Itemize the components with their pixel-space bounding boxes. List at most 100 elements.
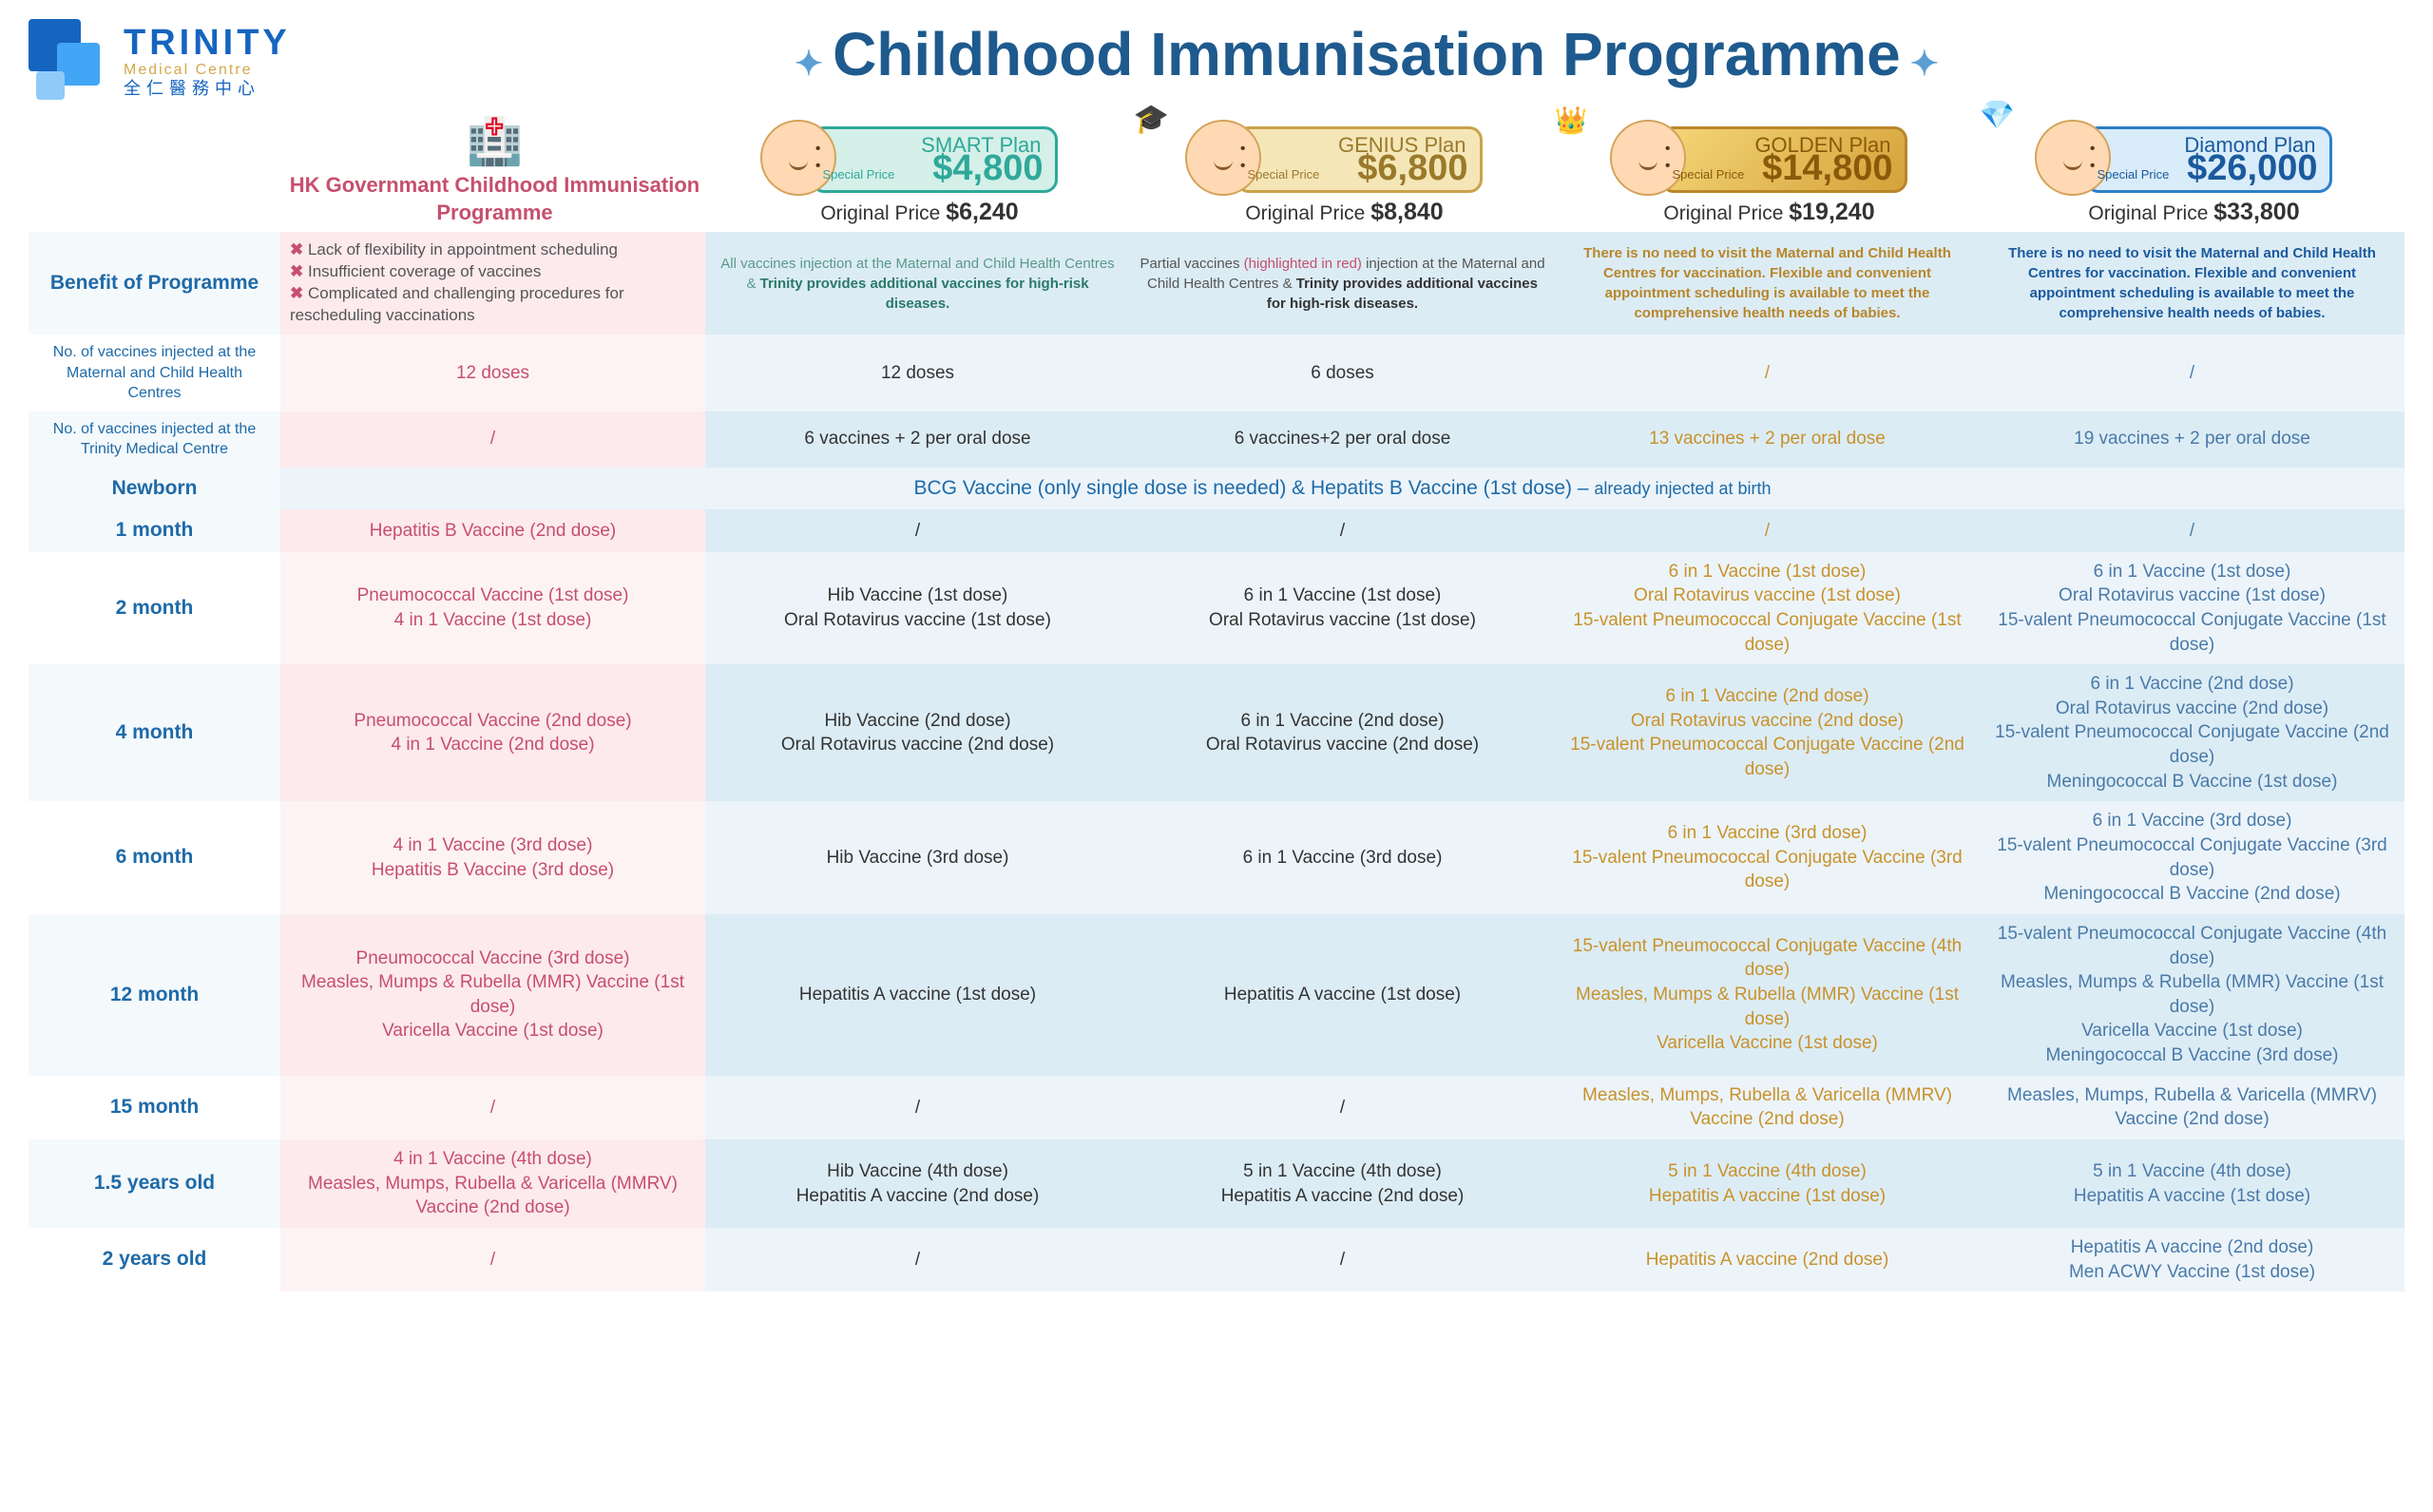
cell: 12 doses	[705, 335, 1130, 411]
row-label: 1.5 years old	[29, 1139, 280, 1228]
special-label: Special Price	[1673, 168, 1745, 181]
cell-diamond: Measles, Mumps, Rubella & Varicella (MMR…	[1980, 1076, 2404, 1139]
cell-golden: /	[1555, 509, 1980, 551]
row-label: 2 years old	[29, 1228, 280, 1292]
sparkle-icon: ✦	[795, 44, 823, 83]
row-benefit: Benefit of Programme Lack of flexibility…	[29, 232, 2404, 335]
column-genius: 🎓 GENIUS Plan Special Price $6,800 Origi…	[1134, 126, 1555, 226]
cell-smart: Hib Vaccine (4th dose)Hepatitis A vaccin…	[705, 1139, 1130, 1228]
row-label: Benefit of Programme	[29, 232, 280, 335]
row-y2: 2 years old///Hepatitis A vaccine (2nd d…	[29, 1228, 2404, 1292]
crown-icon: 👑	[1555, 105, 1588, 136]
diamond-icon: 💎	[1980, 99, 2015, 132]
cell: /	[280, 411, 705, 468]
cell-diamond: Hepatitis A vaccine (2nd dose)Men ACWY V…	[1980, 1228, 2404, 1292]
row-label: No. of vaccines injected at the Maternal…	[29, 335, 280, 411]
row-m15: 15 month///Measles, Mumps, Rubella & Var…	[29, 1076, 2404, 1139]
special-label: Special Price	[1248, 168, 1320, 181]
cell-gov: 4 in 1 Vaccine (3rd dose)Hepatitis B Vac…	[280, 801, 705, 914]
row-label: 12 month	[29, 914, 280, 1076]
cell-genius: 6 in 1 Vaccine (2nd dose)Oral Rotavirus …	[1130, 664, 1555, 801]
cell-gov: Pneumococcal Vaccine (3rd dose)Measles, …	[280, 914, 705, 1076]
cell-diamond: 15-valent Pneumococcal Conjugate Vaccine…	[1980, 914, 2404, 1076]
special-label: Special Price	[823, 168, 895, 181]
cell-smart: /	[705, 1076, 1130, 1139]
gov-title: HK Governmant Childhood Immunisation Pro…	[284, 172, 705, 226]
row-y15: 1.5 years old4 in 1 Vaccine (4th dose)Me…	[29, 1139, 2404, 1228]
benefit-item: Complicated and challenging procedures f…	[290, 283, 696, 327]
logo: TRINITY Medical Centre 全仁醫務中心	[29, 19, 291, 105]
cell-golden: 6 in 1 Vaccine (3rd dose)15-valent Pneum…	[1555, 801, 1980, 914]
row-newborn: Newborn BCG Vaccine (only single dose is…	[29, 468, 2404, 509]
cell-golden: Hepatitis A vaccine (2nd dose)	[1555, 1228, 1980, 1292]
price-card-genius: 🎓 GENIUS Plan Special Price $6,800	[1236, 126, 1483, 193]
row-m1: 1 monthHepatitis B Vaccine (2nd dose)///…	[29, 509, 2404, 551]
brand-sub: Medical Centre	[124, 61, 291, 79]
column-gov: 🏥 HK Governmant Childhood Immunisation P…	[284, 114, 705, 226]
cell-genius: 6 in 1 Vaccine (3rd dose)	[1130, 801, 1555, 914]
cell: 12 doses	[280, 335, 705, 411]
plan-name: GOLDEN Plan	[1754, 133, 1890, 158]
cell-genius: /	[1130, 1228, 1555, 1292]
cell-smart: Hepatitis A vaccine (1st dose)	[705, 914, 1130, 1076]
row-mchc: No. of vaccines injected at the Maternal…	[29, 335, 2404, 411]
column-golden: 👑 GOLDEN Plan Special Price $14,800 Orig…	[1559, 126, 1980, 226]
baby-icon: 💎	[2035, 120, 2111, 196]
logo-text: TRINITY Medical Centre 全仁醫務中心	[124, 25, 291, 100]
cell-golden: 15-valent Pneumococcal Conjugate Vaccine…	[1555, 914, 1980, 1076]
orig-price: Original Price $8,840	[1134, 199, 1555, 226]
cell-smart: /	[705, 1228, 1130, 1292]
row-label: Newborn	[29, 468, 280, 509]
plan-name: GENIUS Plan	[1338, 133, 1466, 158]
cell-genius: Partial vaccines (highlighted in red) in…	[1130, 232, 1555, 335]
comparison-table: Benefit of Programme Lack of flexibility…	[29, 232, 2404, 1292]
cell-golden: There is no need to visit the Maternal a…	[1555, 232, 1980, 335]
plan-name: SMART Plan	[921, 133, 1041, 158]
column-smart: SMART Plan Special Price $4,800 Original…	[709, 126, 1130, 226]
plan-name: Diamond Plan	[2184, 133, 2315, 158]
cell-diamond: 5 in 1 Vaccine (4th dose)Hepatitis A vac…	[1980, 1139, 2404, 1228]
cap-icon: 🎓	[1134, 103, 1169, 136]
cell: /	[1555, 335, 1980, 411]
cell: 6 doses	[1130, 335, 1555, 411]
price-card-golden: 👑 GOLDEN Plan Special Price $14,800	[1660, 126, 1907, 193]
cell-genius: 6 in 1 Vaccine (1st dose)Oral Rotavirus …	[1130, 552, 1555, 665]
cell: 19 vaccines + 2 per oral dose	[1980, 411, 2404, 468]
cell-diamond: 6 in 1 Vaccine (1st dose)Oral Rotavirus …	[1980, 552, 2404, 665]
cell-diamond: 6 in 1 Vaccine (2nd dose)Oral Rotavirus …	[1980, 664, 2404, 801]
row-m2: 2 monthPneumococcal Vaccine (1st dose)4 …	[29, 552, 2404, 665]
cell-smart: All vaccines injection at the Maternal a…	[705, 232, 1130, 335]
brand-cn: 全仁醫務中心	[124, 79, 291, 100]
benefit-item: Insufficient coverage of vaccines	[290, 261, 696, 283]
row-label: 1 month	[29, 509, 280, 551]
cell-gov: Lack of flexibility in appointment sched…	[280, 232, 705, 335]
cell: 13 vaccines + 2 per oral dose	[1555, 411, 1980, 468]
logo-icon	[29, 19, 114, 105]
cell-genius: /	[1130, 1076, 1555, 1139]
cell-gov: Hepatitis B Vaccine (2nd dose)	[280, 509, 705, 551]
cell-smart: /	[705, 509, 1130, 551]
cell: 6 vaccines + 2 per oral dose	[705, 411, 1130, 468]
cell-gov: /	[280, 1076, 705, 1139]
column-diamond: 💎 Diamond Plan Special Price $26,000 Ori…	[1983, 126, 2404, 226]
cell-genius: 5 in 1 Vaccine (4th dose)Hepatitis A vac…	[1130, 1139, 1555, 1228]
benefit-item: Lack of flexibility in appointment sched…	[290, 239, 696, 261]
cell-golden: 6 in 1 Vaccine (2nd dose)Oral Rotavirus …	[1555, 664, 1980, 801]
header: TRINITY Medical Centre 全仁醫務中心 ✦Childhood…	[29, 19, 2404, 105]
special-label: Special Price	[2098, 168, 2170, 181]
cell-gov: 4 in 1 Vaccine (4th dose)Measles, Mumps,…	[280, 1139, 705, 1228]
newborn-text: BCG Vaccine (only single dose is needed)…	[280, 468, 2404, 509]
cell-smart: Hib Vaccine (2nd dose)Oral Rotavirus vac…	[705, 664, 1130, 801]
brand-name: TRINITY	[124, 25, 291, 61]
cell-genius: Hepatitis A vaccine (1st dose)	[1130, 914, 1555, 1076]
cell: 6 vaccines+2 per oral dose	[1130, 411, 1555, 468]
baby-icon	[760, 120, 836, 196]
row-label: 2 month	[29, 552, 280, 665]
cell-smart: Hib Vaccine (3rd dose)	[705, 801, 1130, 914]
baby-icon: 🎓	[1185, 120, 1261, 196]
cell: /	[1980, 335, 2404, 411]
row-m4: 4 monthPneumococcal Vaccine (2nd dose)4 …	[29, 664, 2404, 801]
price-card-smart: SMART Plan Special Price $4,800	[811, 126, 1058, 193]
plan-header-row: 🏥 HK Governmant Childhood Immunisation P…	[29, 114, 2404, 226]
row-tmc: No. of vaccines injected at the Trinity …	[29, 411, 2404, 468]
